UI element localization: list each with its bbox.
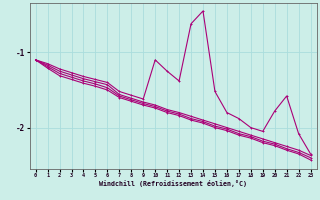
X-axis label: Windchill (Refroidissement éolien,°C): Windchill (Refroidissement éolien,°C) xyxy=(99,180,247,187)
